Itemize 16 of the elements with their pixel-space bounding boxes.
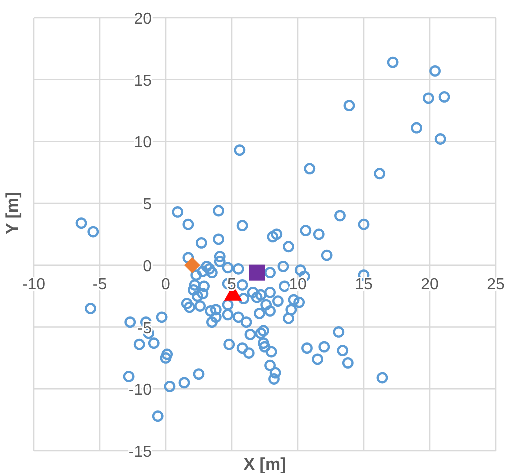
- x-tick-label: 20: [421, 276, 439, 294]
- x-tick-label: 25: [487, 276, 505, 294]
- y-tick-label: 20: [134, 11, 152, 28]
- x-tick-label: 15: [355, 276, 373, 294]
- y-tick-label: 15: [134, 72, 152, 90]
- x-tick-label: 10: [289, 276, 307, 294]
- y-tick-label: -10: [128, 382, 152, 400]
- y-axis-title: Y [m]: [3, 192, 22, 234]
- y-tick-label: 5: [143, 196, 152, 214]
- y-tick-label: -15: [128, 444, 152, 461]
- y-tick-label: 10: [134, 134, 152, 152]
- x-tick-label: -10: [22, 276, 46, 294]
- x-tick-label: -5: [92, 276, 108, 294]
- x-tick-label: 0: [162, 276, 171, 294]
- y-tick-label: 0: [143, 258, 152, 276]
- x-axis-title: X [m]: [244, 455, 286, 474]
